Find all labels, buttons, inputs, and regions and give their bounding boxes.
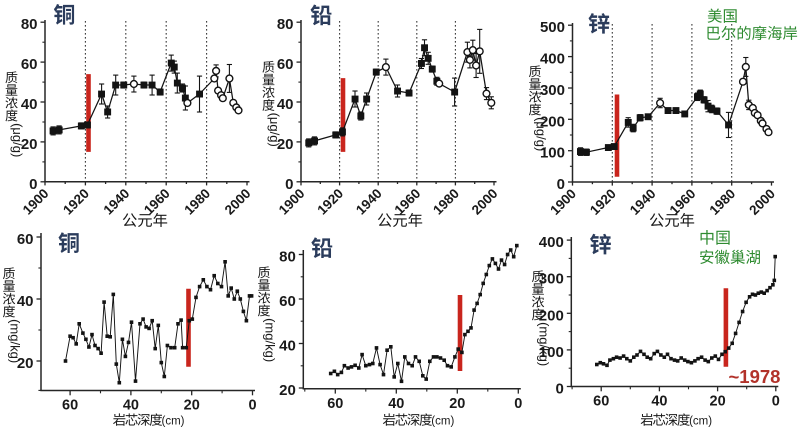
svg-text:1920: 1920	[587, 186, 619, 218]
svg-text:(cm): (cm)	[162, 416, 185, 428]
svg-text:20: 20	[277, 136, 294, 153]
svg-text:20: 20	[279, 382, 296, 399]
svg-text:300: 300	[539, 271, 564, 288]
svg-text:40: 40	[279, 338, 296, 355]
svg-text:(mg/kg): (mg/kg)	[263, 318, 278, 362]
svg-text:(μg/g): (μg/g)	[10, 123, 25, 157]
svg-text:40: 40	[277, 96, 294, 113]
svg-text:60: 60	[279, 293, 296, 310]
svg-text:(μg/g): (μg/g)	[534, 117, 549, 151]
svg-text:~1978: ~1978	[729, 366, 781, 387]
svg-text:400: 400	[540, 51, 565, 68]
svg-text:0: 0	[557, 176, 565, 193]
svg-text:2000: 2000	[469, 186, 501, 218]
svg-text:1900: 1900	[20, 186, 52, 218]
svg-text:1900: 1900	[547, 186, 579, 218]
svg-text:1960: 1960	[141, 186, 173, 218]
svg-text:0: 0	[514, 396, 522, 412]
svg-text:0: 0	[248, 398, 256, 414]
svg-text:40: 40	[21, 96, 38, 113]
svg-text:2000: 2000	[222, 186, 254, 218]
svg-text:(mg/kg): (mg/kg)	[8, 319, 23, 363]
svg-text:1980: 1980	[430, 186, 462, 218]
svg-text:(cm): (cm)	[431, 416, 454, 428]
svg-text:(mg/kg): (mg/kg)	[537, 322, 552, 366]
svg-text:40: 40	[388, 396, 404, 412]
svg-text:200: 200	[540, 113, 565, 130]
svg-text:1980: 1980	[181, 186, 213, 218]
svg-text:80: 80	[279, 249, 296, 266]
svg-text:(cm): (cm)	[689, 416, 712, 428]
svg-text:60: 60	[17, 231, 34, 248]
svg-text:80: 80	[277, 16, 294, 33]
svg-text:60: 60	[593, 394, 609, 410]
svg-text:1940: 1940	[627, 186, 659, 218]
svg-text:1960: 1960	[667, 186, 699, 218]
svg-text:40: 40	[17, 293, 34, 310]
svg-text:1920: 1920	[314, 186, 346, 218]
svg-text:80: 80	[21, 16, 38, 33]
svg-text:20: 20	[21, 136, 38, 153]
svg-text:1980: 1980	[706, 186, 738, 218]
svg-text:0: 0	[555, 381, 563, 398]
svg-text:300: 300	[540, 82, 565, 99]
svg-text:500: 500	[540, 19, 565, 36]
svg-text:20: 20	[184, 398, 200, 414]
svg-text:20: 20	[710, 394, 726, 410]
svg-text:40: 40	[123, 398, 139, 414]
svg-text:0: 0	[29, 176, 37, 193]
svg-text:1900: 1900	[276, 186, 308, 218]
svg-text:60: 60	[21, 56, 38, 73]
svg-text:1940: 1940	[353, 186, 385, 218]
svg-text:100: 100	[539, 344, 564, 361]
svg-text:200: 200	[539, 307, 564, 324]
svg-text:60: 60	[62, 398, 78, 414]
svg-text:2000: 2000	[746, 186, 778, 218]
svg-text:60: 60	[327, 396, 343, 412]
svg-text:1940: 1940	[101, 186, 133, 218]
svg-text:1920: 1920	[60, 186, 92, 218]
svg-text:60: 60	[277, 56, 294, 73]
svg-text:(μg/g): (μg/g)	[267, 113, 282, 147]
svg-text:400: 400	[539, 234, 564, 251]
svg-text:20: 20	[449, 396, 465, 412]
svg-text:20: 20	[17, 355, 34, 372]
svg-text:40: 40	[651, 394, 667, 410]
svg-text:100: 100	[540, 145, 565, 162]
svg-text:0: 0	[285, 176, 293, 193]
svg-text:1960: 1960	[392, 186, 424, 218]
svg-text:0: 0	[772, 394, 780, 410]
